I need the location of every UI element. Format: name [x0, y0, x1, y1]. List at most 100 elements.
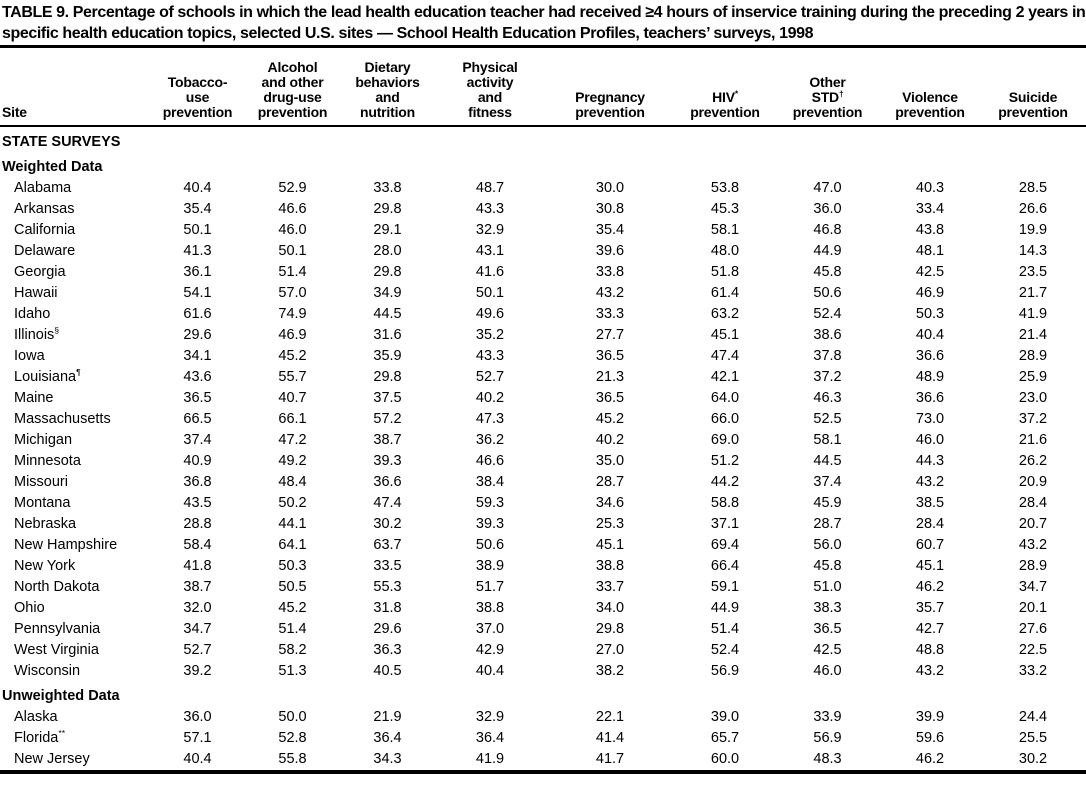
value-cell: 21.4: [1018, 327, 1048, 343]
value-cell: 46.8: [813, 222, 842, 238]
value-cell: 38.5: [915, 495, 945, 511]
value-cell: 37.2: [1018, 411, 1048, 427]
value-cell: 39.0: [710, 709, 740, 725]
value-cell: 46.0: [278, 222, 307, 238]
value-cell: 64.0: [710, 390, 740, 406]
subsection-label: Unweighted Data: [2, 688, 120, 704]
site-cell: Florida**: [14, 728, 66, 746]
value-cell: 45.8: [813, 558, 842, 574]
value-cell: 56.9: [813, 730, 842, 746]
value-cell: 37.5: [373, 390, 402, 406]
table-row: California 50.1 46.0 29.1 32.9 35.4 58.1 46.8 43…: [0, 220, 1086, 241]
value-cell: 44.1: [278, 516, 307, 532]
table-row: Louisiana¶ 43.6 55.7 29.8 52.7 21.3 42.1 37.2 48…: [0, 367, 1086, 388]
value-cell: 41.4: [595, 730, 625, 746]
table-row: Alabama 40.4 52.9 33.8 48.7 30.0 53.8 47.0 40.3 2…: [0, 178, 1086, 199]
value-cell: 38.4: [475, 474, 505, 490]
value-cell: 30.2: [373, 516, 402, 532]
site-cell: Alaska: [14, 709, 58, 725]
value-cell: 19.9: [1018, 222, 1048, 238]
value-cell: 58.2: [278, 642, 307, 658]
value-cell: 38.9: [475, 558, 505, 574]
value-cell: 64.1: [278, 537, 307, 553]
footnote-marker: **: [58, 728, 66, 739]
value-cell: 44.9: [710, 600, 740, 616]
site-cell: Montana: [14, 495, 71, 511]
site-cell: Minnesota: [14, 453, 81, 469]
value-cell: 59.1: [710, 579, 740, 595]
value-cell: 35.7: [915, 600, 945, 616]
footnote-marker: †: [838, 88, 844, 99]
site-cell: California: [14, 222, 76, 238]
value-cell: 38.7: [373, 432, 402, 448]
value-cell: 69.0: [710, 432, 740, 448]
value-cell: 43.6: [183, 369, 212, 385]
site-cell: Delaware: [14, 243, 76, 259]
value-cell: 36.1: [183, 264, 212, 280]
value-cell: 45.9: [813, 495, 842, 511]
value-cell: 40.2: [475, 390, 505, 406]
site-cell: Idaho: [14, 306, 51, 322]
value-cell: 34.0: [595, 600, 625, 616]
value-cell: 37.1: [710, 516, 740, 532]
value-cell: 38.3: [813, 600, 842, 616]
value-cell: 46.9: [915, 285, 945, 301]
value-cell: 38.8: [595, 558, 625, 574]
value-cell: 51.7: [475, 579, 505, 595]
site-cell: Georgia: [14, 264, 66, 280]
value-cell: 47.4: [373, 495, 402, 511]
value-cell: 51.2: [710, 453, 740, 469]
value-cell: 27.7: [595, 327, 625, 343]
value-cell: 40.3: [915, 180, 945, 196]
value-cell: 61.6: [183, 306, 212, 322]
value-cell: 45.1: [915, 558, 945, 574]
value-cell: 28.8: [183, 516, 212, 532]
value-cell: 45.2: [278, 600, 307, 616]
value-cell: 20.7: [1018, 516, 1048, 532]
value-cell: 43.8: [915, 222, 945, 238]
value-cell: 36.3: [373, 642, 402, 658]
column-header-site: Site: [0, 46, 150, 127]
value-cell: 21.6: [1018, 432, 1048, 448]
value-cell: 29.6: [183, 327, 212, 343]
value-cell: 34.1: [183, 348, 212, 364]
value-cell: 55.3: [373, 579, 402, 595]
value-cell: 21.7: [1018, 285, 1048, 301]
value-cell: 50.6: [813, 285, 842, 301]
value-cell: 50.5: [278, 579, 307, 595]
value-cell: 33.7: [595, 579, 625, 595]
table-row: New Hampshire 58.4 64.1 63.7 50.6 45.1 69.4 56.…: [0, 535, 1086, 556]
data-table: Site Tobacco-use prevention Alcohol and othe…: [0, 45, 1086, 774]
value-cell: 51.3: [278, 663, 307, 679]
value-cell: 66.0: [710, 411, 740, 427]
value-cell: 43.3: [475, 201, 505, 217]
value-cell: 37.8: [813, 348, 842, 364]
value-cell: 34.3: [373, 751, 402, 767]
value-cell: 66.4: [710, 558, 740, 574]
value-cell: 28.7: [595, 474, 625, 490]
value-cell: 40.2: [595, 432, 625, 448]
value-cell: 34.6: [595, 495, 625, 511]
value-cell: 29.8: [373, 264, 402, 280]
value-cell: 35.4: [595, 222, 625, 238]
value-cell: 21.3: [595, 369, 625, 385]
site-cell: Wisconsin: [14, 663, 81, 679]
value-cell: 48.1: [915, 243, 945, 259]
value-cell: 43.1: [475, 243, 505, 259]
value-cell: 37.4: [183, 432, 212, 448]
table-row: Nebraska 28.8 44.1 30.2 39.3 25.3 37.1 28.7 28.4…: [0, 514, 1086, 535]
value-cell: 24.4: [1018, 709, 1048, 725]
value-cell: 38.7: [183, 579, 212, 595]
site-cell: Arkansas: [14, 201, 75, 217]
value-cell: 57.2: [373, 411, 402, 427]
value-cell: 29.8: [595, 621, 625, 637]
value-cell: 35.0: [595, 453, 625, 469]
value-cell: 57.0: [278, 285, 307, 301]
value-cell: 33.8: [373, 180, 402, 196]
value-cell: 38.6: [813, 327, 842, 343]
value-cell: 48.8: [915, 642, 945, 658]
value-cell: 40.4: [475, 663, 505, 679]
site-cell: Massachusetts: [14, 411, 111, 427]
value-cell: 51.4: [278, 621, 307, 637]
